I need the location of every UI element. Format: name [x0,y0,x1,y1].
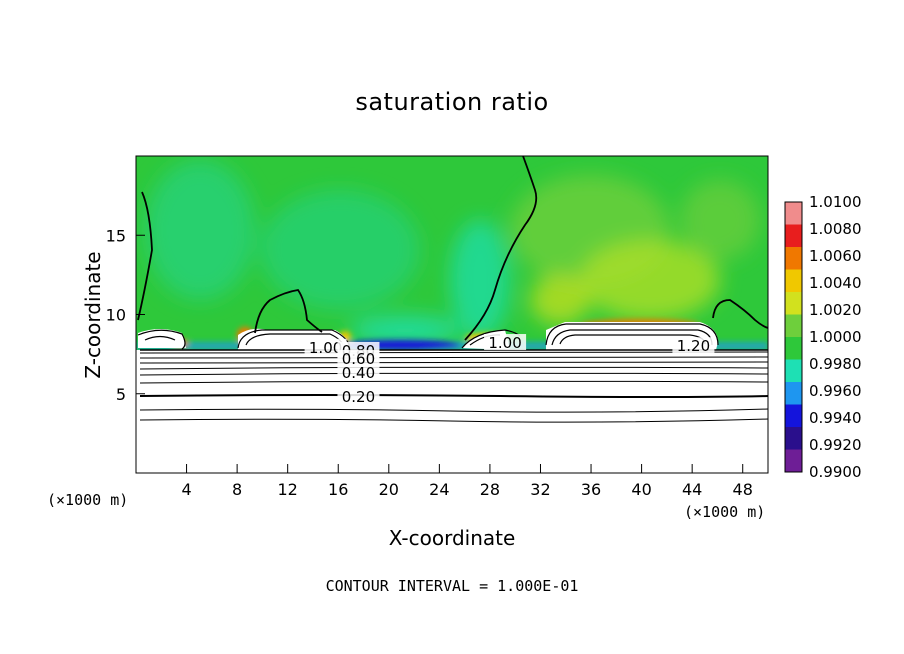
contour-label-6: 1.20 [677,337,710,355]
colorbar-swatch-5 [785,314,802,338]
colorbar-swatch-10 [785,427,802,450]
colorbar: 1.0100 1.0080 1.0060 1.0040 1.0020 1.0000 0.99… [784,193,862,481]
x-tick-label-6: 28 [480,480,500,499]
x-tick-label-10: 44 [682,480,702,499]
x-tick-label-2: 12 [278,480,298,499]
colorbar-label-1: 1.0080 [809,220,862,238]
y-axis-ticks: 5 10 15 [106,226,145,404]
colorbar-swatch-0 [785,202,802,225]
colorbar-swatch-7 [785,359,802,383]
colorbar-label-4: 1.0020 [809,301,862,319]
contour-label-5: 1.00 [488,334,521,352]
colorbar-label-10: 0.9900 [809,463,862,481]
x-tick-label-7: 32 [530,480,550,499]
x-unit-label-left: (×1000 m) [47,491,129,509]
x-axis-ticks: 4 8 12 16 20 24 28 32 36 40 44 48 [181,464,753,499]
colorbar-frame [784,201,803,473]
x-axis-label: X-coordinate [388,526,516,550]
x-tick-label-11: 48 [733,480,753,499]
colorbar-label-7: 0.9960 [809,382,862,400]
colorbar-label-5: 1.0000 [809,328,862,346]
field-shading [136,156,768,473]
contour-label-4: 0.20 [342,388,375,406]
y-tick-label-1: 10 [106,306,126,325]
colorbar-label-0: 1.0100 [809,193,862,211]
x-tick-label-1: 8 [232,480,242,499]
contour-label-bg-3 [337,364,380,381]
colorbar-swatch-4 [785,292,802,315]
contour-label-bg-2 [337,349,380,366]
y-tick-label-2: 15 [106,226,126,245]
colorbar-swatch-6 [785,337,802,360]
colorbar-label-8: 0.9940 [809,409,862,427]
x-unit-label-right: (×1000 m) [684,503,766,521]
contour-label-bg-6 [672,337,715,354]
colorbar-swatch-1 [785,224,802,248]
x-tick-label-0: 4 [181,480,191,499]
colorbar-swatch-9 [785,404,802,428]
colorbar-swatch-11 [785,449,802,473]
contour-label-bg-4 [337,387,380,404]
colorbar-swatch-2 [785,247,802,270]
colorbar-swatch-8 [785,382,802,405]
contour-label-2: 0.60 [342,350,375,368]
colorbar-label-3: 1.0040 [809,274,862,292]
x-tick-label-4: 20 [379,480,399,499]
x-tick-label-9: 40 [631,480,651,499]
colorbar-label-6: 0.9980 [809,355,862,373]
y-tick-label-0: 5 [116,385,126,404]
colorbar-label-2: 1.0060 [809,247,862,265]
contour-label-0: 1.00 [309,339,342,357]
chart-title: saturation ratio [355,88,549,116]
contour-label-3: 0.40 [342,364,375,382]
x-tick-label-5: 24 [429,480,449,499]
x-tick-label-8: 36 [581,480,601,499]
contour-labels: 1.000.800.600.400.201.001.20 [304,334,715,406]
x-tick-label-3: 16 [328,480,348,499]
colorbar-swatch-3 [785,269,802,293]
contour-label-bg-0 [304,338,347,355]
colorbar-label-9: 0.9920 [809,436,862,454]
contour-label-bg-5 [484,334,527,351]
contour-interval-note: CONTOUR INTERVAL = 1.000E-01 [325,577,579,595]
